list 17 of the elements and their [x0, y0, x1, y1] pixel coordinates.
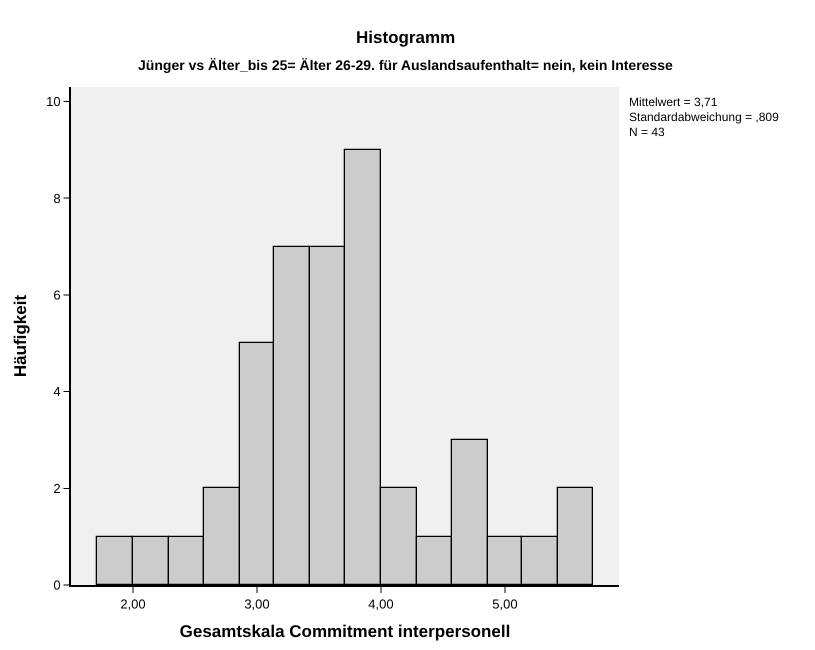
x-tick-label: 2,00 [120, 596, 146, 612]
y-tick-label: 0 [53, 578, 61, 593]
chart-subtitle: Jünger vs Älter_bis 25= Älter 26-29. für Auslandsaufenthalt= nein, kein Interesse [138, 57, 673, 73]
y-tick-label: 2 [53, 480, 61, 496]
text: N = 43 [629, 125, 666, 139]
x-tick-label: 4,00 [368, 596, 394, 612]
y-tick-label: 4 [53, 384, 61, 400]
y-tick-label: 10 [46, 94, 61, 110]
text: Standardabweichung = ,809 [629, 110, 780, 124]
text: Mittelwert = 3,71 [629, 95, 718, 109]
y-tick-label: 8 [53, 190, 61, 206]
chart-title: Histogramm [356, 28, 456, 47]
x-tick-label: 5,00 [492, 596, 518, 612]
y-axis-title: Häufigkeit [11, 294, 30, 378]
y-tick-label: 6 [53, 287, 61, 302]
x-axis-title: Gesamtskala Commitment interpersonell [180, 622, 510, 642]
x-tick-label: 3,00 [244, 596, 270, 612]
